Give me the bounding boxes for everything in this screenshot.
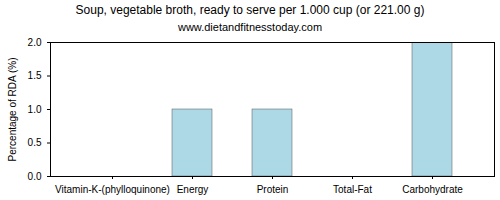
svg-text:Carbohydrate: Carbohydrate: [402, 184, 463, 195]
svg-text:0.0: 0.0: [28, 171, 42, 182]
svg-text:1.5: 1.5: [28, 70, 42, 81]
svg-text:0.5: 0.5: [28, 137, 42, 148]
svg-text:2.0: 2.0: [28, 37, 42, 48]
svg-text:1.0: 1.0: [28, 104, 42, 115]
html-text:Soup, vegetable broth, ready t: Soup, vegetable broth, ready to serve pe…: [75, 3, 425, 17]
svg-text:Energy: Energy: [177, 184, 209, 195]
html-text:www.dietandfitnesstoday.com: www.dietandfitnesstoday.com: [178, 21, 322, 33]
svg-text:Vitamin-K-(phylloquinone): Vitamin-K-(phylloquinone): [55, 184, 170, 195]
svg-text:Percentage of RDA (%): Percentage of RDA (%): [7, 58, 18, 162]
svg-text:Protein: Protein: [257, 184, 289, 195]
svg-text:Total-Fat: Total-Fat: [333, 184, 372, 195]
